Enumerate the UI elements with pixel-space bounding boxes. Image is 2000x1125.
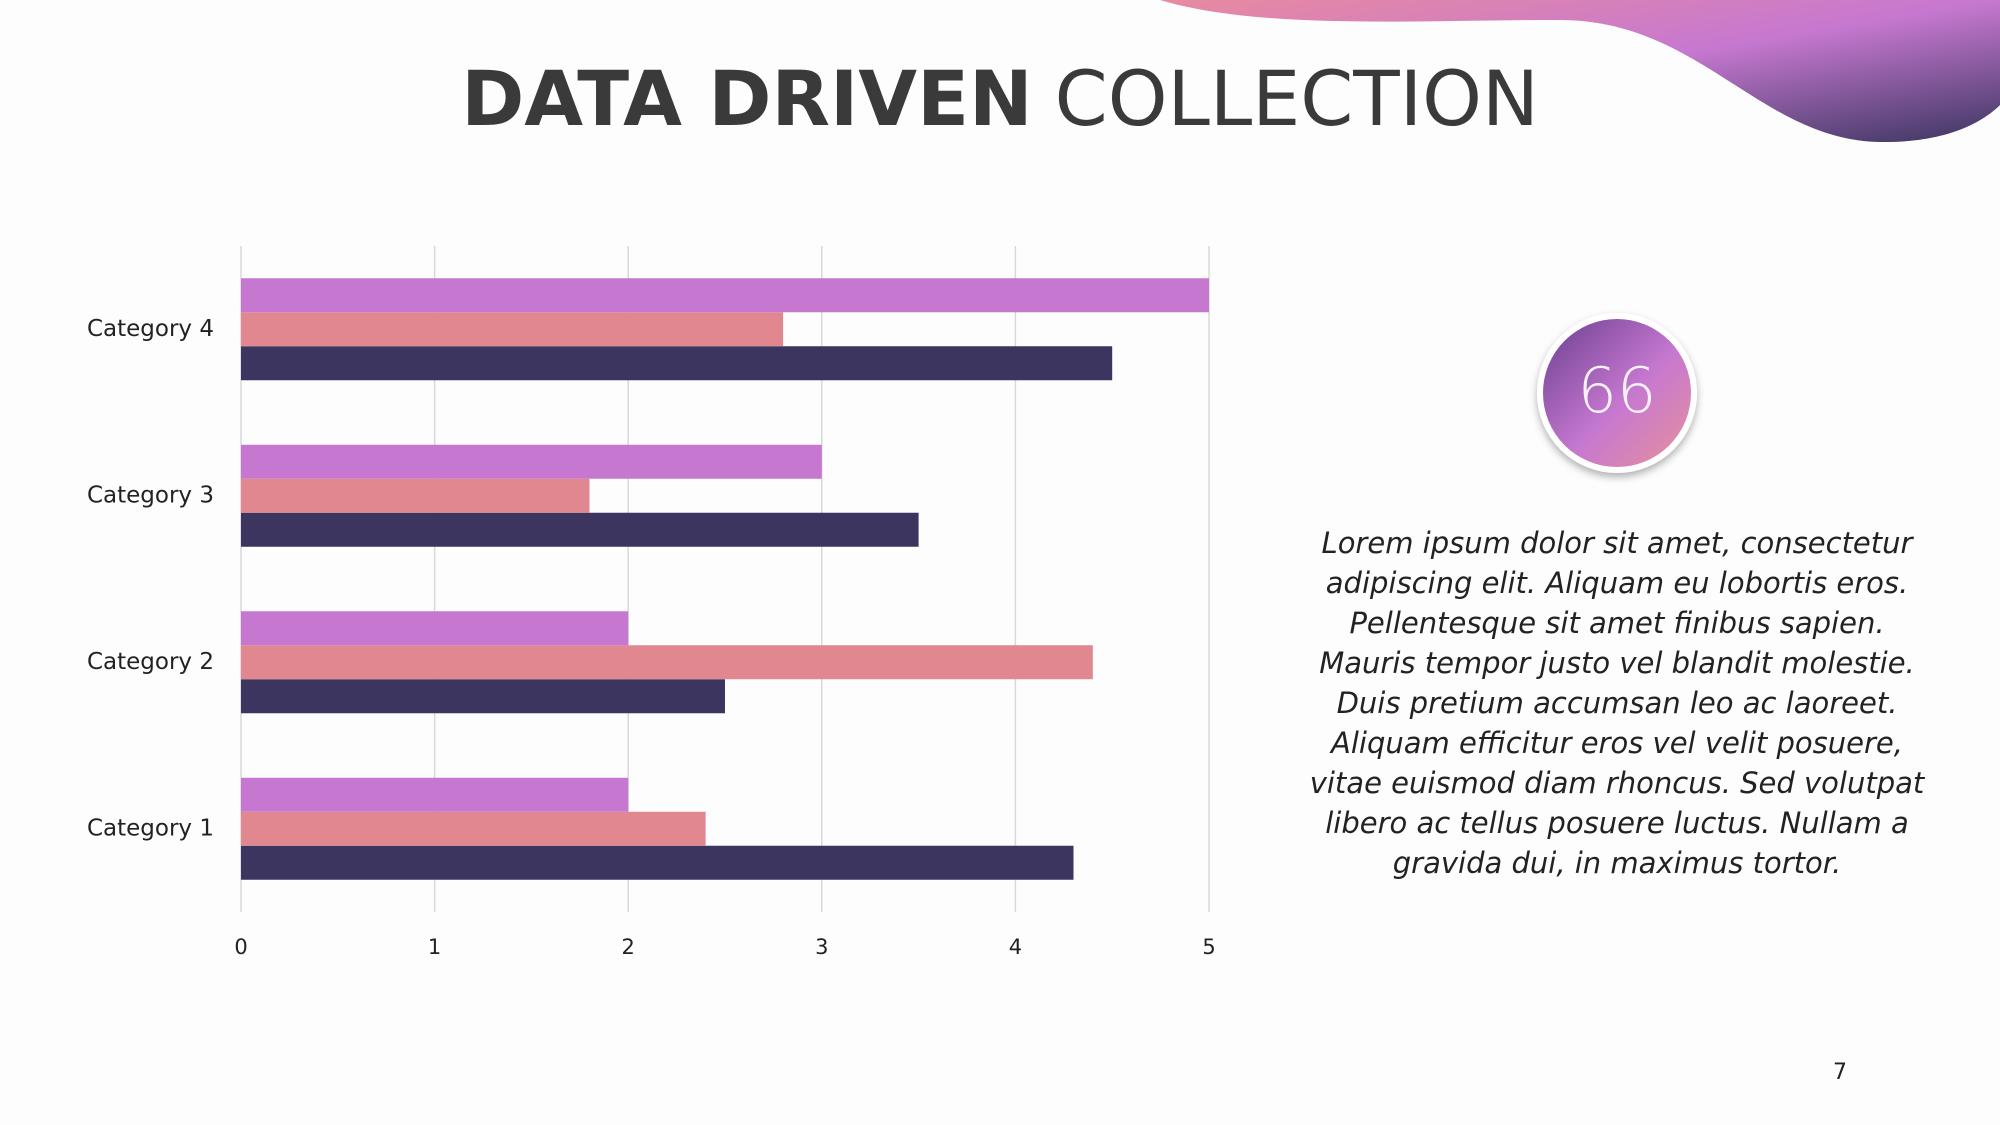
bar [241, 444, 822, 479]
x-tick-label: 4 [1009, 935, 1022, 959]
quote-line: gravida dui, in maximus tortor. [1393, 846, 1841, 880]
quote-line: Mauris tempor justo vel blandit molestie… [1319, 646, 1915, 680]
bar [241, 845, 1074, 880]
bar [241, 312, 784, 347]
quote-line: libero ac tellus posuere luctus. Nullam … [1325, 806, 1909, 840]
decor-wave [1160, 0, 2000, 143]
quote-line: Pellentesque sit amet finibus sapien. [1349, 606, 1884, 640]
bar [241, 611, 629, 646]
y-tick-label: Category 1 [87, 815, 214, 841]
bar [241, 478, 590, 513]
y-tick-label: Category 2 [87, 649, 214, 675]
bar [241, 645, 1093, 680]
badge-text: 66 [1578, 354, 1657, 427]
title-regular: COLLECTION [1055, 54, 1539, 143]
quote-line: Aliquam efficitur eros vel velit posuere… [1329, 726, 1903, 760]
title: DATA DRIVEN COLLECTION [461, 54, 1539, 143]
x-tick-label: 1 [428, 935, 441, 959]
y-tick-label: Category 4 [87, 316, 214, 342]
badge [1543, 319, 1691, 467]
bar [241, 679, 725, 714]
quote-line: adipiscing elit. Aliquam eu lobortis ero… [1326, 566, 1908, 600]
bar [241, 278, 1209, 313]
x-tick-label: 0 [234, 935, 247, 959]
y-tick-label: Category 3 [87, 482, 214, 508]
title-bold: DATA DRIVEN [461, 54, 1032, 143]
bar [241, 346, 1113, 381]
x-tick-label: 5 [1202, 935, 1215, 959]
x-tick-label: 3 [815, 935, 828, 959]
bar [241, 811, 706, 846]
quote-line: Lorem ipsum dolor sit amet, consectetur [1322, 526, 1915, 560]
bar [241, 777, 629, 812]
page-number: 7 [1833, 1060, 1847, 1085]
chart: 0 1 2 3 4 5 Category 1 Category 2 Category 3 Cate… [87, 246, 1216, 959]
quote-line: vitae euismod diam rhoncus. Sed volutpat [1310, 766, 1926, 800]
quote-line: Duis pretium accumsan leo ac laoreet. [1337, 686, 1898, 720]
quote: Lorem ipsum dolor sit amet, consectetur a… [1310, 526, 1926, 880]
bar [241, 512, 919, 547]
x-tick-label: 2 [622, 935, 635, 959]
